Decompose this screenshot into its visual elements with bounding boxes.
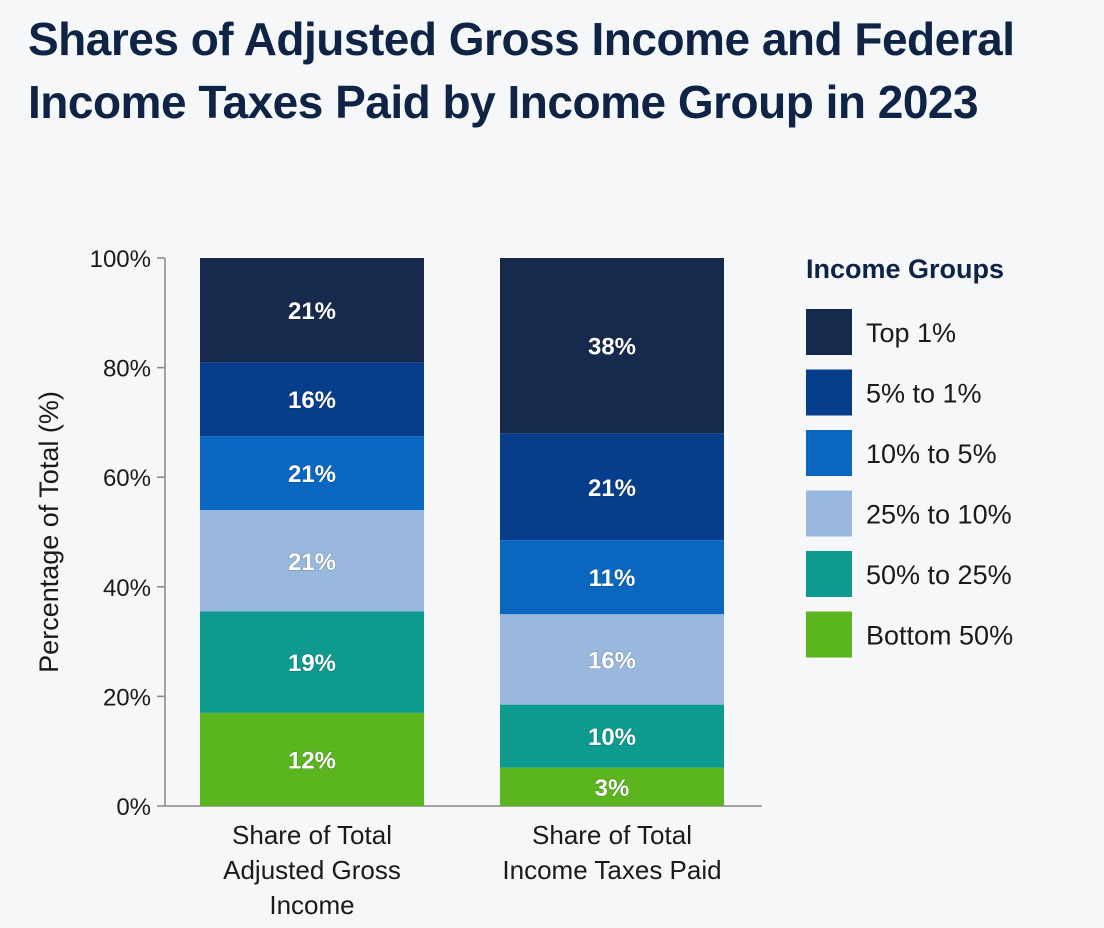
data-label: 10% — [588, 724, 636, 751]
chart-title: Shares of Adjusted Gross Income and Fede… — [28, 13, 1015, 128]
x-category-label: Income Taxes Paid — [502, 855, 721, 885]
x-category-label: Share of Total — [532, 820, 692, 850]
y-axis-title: Percentage of Total (%) — [34, 391, 64, 673]
bar-segment-50-to-25- — [500, 704, 724, 768]
data-label: 38% — [588, 334, 636, 361]
data-label: 11% — [589, 565, 636, 592]
y-tick-label: 0% — [116, 794, 151, 821]
bar-segment-top-1- — [500, 258, 724, 434]
data-label: 16% — [288, 387, 336, 414]
data-label: 21% — [288, 298, 336, 325]
data-label: 12% — [288, 747, 336, 774]
bar-segment-bottom-50- — [200, 712, 424, 806]
bar-segment-top-1- — [200, 258, 424, 363]
legend-swatch — [806, 551, 852, 597]
legend-label: 5% to 1% — [866, 379, 982, 409]
data-label: 21% — [288, 461, 336, 488]
data-label: 21% — [288, 549, 336, 576]
legend-label: Bottom 50% — [866, 621, 1013, 651]
bar-segment-5-to-1- — [200, 362, 424, 437]
x-category-label: Adjusted Gross — [223, 855, 401, 885]
x-category-label: Share of Total — [232, 820, 392, 850]
bar-segment-bottom-50- — [500, 767, 724, 806]
y-tick-label: 60% — [103, 465, 151, 492]
legend-swatch — [806, 490, 852, 537]
bar-segment-25-to-10- — [200, 510, 424, 612]
legend-label: Top 1% — [866, 318, 956, 348]
bar-segment-10-to-5- — [500, 540, 724, 615]
legend-title: Income Groups — [806, 254, 1004, 284]
bar-segment-10-to-5- — [200, 436, 424, 511]
data-label: 21% — [588, 475, 636, 502]
legend-label: 25% to 10% — [866, 500, 1012, 530]
legend-label: 10% to 5% — [866, 439, 997, 469]
data-label: 16% — [588, 647, 636, 674]
legend-swatch — [806, 369, 852, 416]
y-tick-label: 40% — [103, 575, 151, 602]
data-label: 19% — [288, 650, 336, 677]
data-label: 3% — [595, 775, 630, 802]
legend-label: 50% to 25% — [866, 560, 1012, 590]
bar-segment-50-to-25- — [200, 611, 424, 713]
bar-segment-25-to-10- — [500, 614, 724, 705]
y-tick-label: 80% — [103, 356, 151, 383]
y-tick-label: 100% — [90, 246, 151, 273]
legend-swatch — [806, 309, 852, 355]
x-category-label: Income — [269, 890, 354, 920]
legend-swatch — [806, 430, 852, 476]
legend-swatch — [806, 611, 852, 658]
bar-segment-5-to-1- — [500, 433, 724, 541]
y-tick-label: 20% — [103, 684, 151, 711]
